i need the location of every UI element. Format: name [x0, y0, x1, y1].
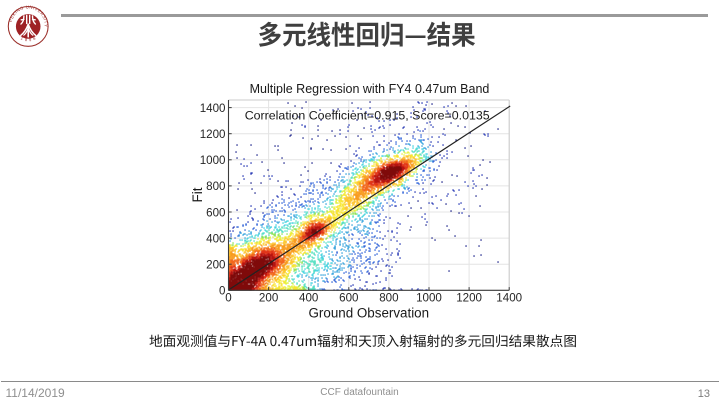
svg-text:200: 200	[206, 259, 225, 272]
svg-text:800: 800	[379, 292, 398, 305]
svg-text:1000: 1000	[200, 154, 226, 167]
svg-text:1400: 1400	[200, 102, 226, 115]
svg-text:0: 0	[219, 285, 225, 298]
svg-text:400: 400	[299, 292, 318, 305]
svg-text:1400: 1400	[496, 292, 522, 305]
svg-text:Multiple Regression with FY4 0: Multiple Regression with FY4 0.47um Band	[250, 82, 490, 96]
svg-text:0: 0	[225, 292, 231, 305]
svg-text:Fit: Fit	[190, 187, 205, 202]
svg-text:600: 600	[339, 292, 358, 305]
svg-text:200: 200	[259, 292, 278, 305]
svg-text:400: 400	[206, 232, 225, 245]
svg-text:1000: 1000	[416, 292, 442, 305]
svg-text:800: 800	[206, 180, 225, 193]
svg-text:Correlation Coefficient=0.915,: Correlation Coefficient=0.915, Score=0.0…	[245, 109, 490, 123]
svg-text:1898: 1898	[20, 34, 38, 42]
svg-text:Ground Observation: Ground Observation	[309, 306, 430, 321]
svg-text:1200: 1200	[456, 292, 482, 305]
svg-text:1200: 1200	[200, 128, 226, 141]
svg-text:600: 600	[206, 206, 225, 219]
